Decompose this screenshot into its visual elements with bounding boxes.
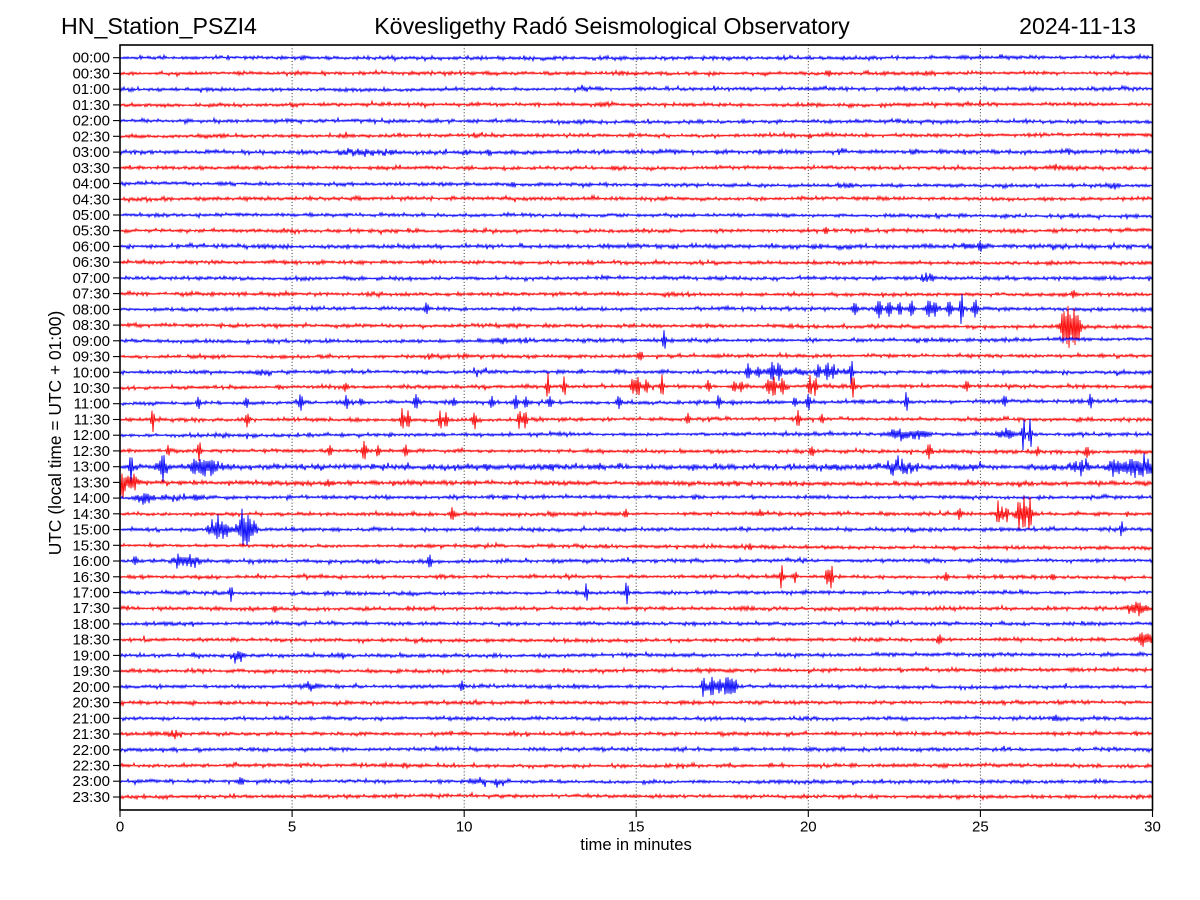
svg-text:10:30: 10:30 (72, 380, 110, 397)
svg-text:10: 10 (456, 819, 473, 836)
svg-text:11:00: 11:00 (74, 396, 110, 413)
svg-text:13:00: 13:00 (72, 459, 110, 476)
svg-text:25: 25 (972, 819, 989, 836)
svg-text:20:30: 20:30 (72, 695, 110, 712)
svg-text:09:30: 09:30 (72, 349, 110, 366)
svg-text:00:00: 00:00 (72, 50, 110, 67)
svg-text:06:00: 06:00 (72, 238, 110, 255)
svg-text:15: 15 (628, 819, 645, 836)
svg-text:16:30: 16:30 (72, 569, 110, 586)
svg-text:07:30: 07:30 (72, 286, 110, 303)
svg-text:23:00: 23:00 (72, 773, 110, 790)
svg-text:14:30: 14:30 (72, 506, 110, 523)
svg-text:01:30: 01:30 (72, 97, 110, 114)
svg-text:12:30: 12:30 (72, 443, 110, 460)
svg-text:04:00: 04:00 (72, 176, 110, 193)
svg-text:22:30: 22:30 (72, 758, 110, 775)
svg-text:19:00: 19:00 (72, 647, 110, 664)
svg-text:20:00: 20:00 (72, 679, 110, 696)
svg-text:Kövesligethy Radó Seismologica: Kövesligethy Radó Seismological Observat… (374, 13, 850, 39)
svg-text:UTC (local time = UTC + 01:00): UTC (local time = UTC + 01:00) (45, 311, 65, 556)
svg-text:18:00: 18:00 (72, 616, 110, 633)
svg-text:01:00: 01:00 (72, 81, 110, 98)
svg-text:19:30: 19:30 (72, 663, 110, 680)
svg-text:06:30: 06:30 (72, 254, 110, 271)
svg-text:14:00: 14:00 (72, 490, 110, 507)
svg-text:30: 30 (1144, 819, 1161, 836)
svg-text:13:30: 13:30 (72, 474, 110, 491)
svg-text:03:30: 03:30 (72, 160, 110, 177)
svg-text:17:00: 17:00 (72, 585, 110, 602)
svg-text:07:00: 07:00 (72, 270, 110, 287)
svg-text:00:30: 00:30 (72, 65, 110, 82)
svg-text:02:00: 02:00 (72, 113, 110, 130)
svg-text:2024-11-13: 2024-11-13 (1019, 13, 1136, 39)
svg-text:05:30: 05:30 (72, 223, 110, 240)
svg-text:time in minutes: time in minutes (580, 835, 692, 854)
svg-text:18:30: 18:30 (72, 632, 110, 649)
svg-text:21:30: 21:30 (72, 726, 110, 743)
svg-text:04:30: 04:30 (72, 191, 110, 208)
svg-text:21:00: 21:00 (72, 710, 110, 727)
svg-text:16:00: 16:00 (72, 553, 110, 570)
svg-text:12:00: 12:00 (72, 427, 110, 444)
svg-text:03:00: 03:00 (72, 144, 110, 161)
svg-text:0: 0 (116, 819, 124, 836)
svg-text:02:30: 02:30 (72, 128, 110, 145)
svg-text:23:30: 23:30 (72, 789, 110, 806)
svg-text:5: 5 (288, 819, 296, 836)
svg-text:08:00: 08:00 (72, 301, 110, 318)
svg-text:09:00: 09:00 (72, 333, 110, 350)
svg-text:20: 20 (800, 819, 817, 836)
svg-text:05:00: 05:00 (72, 207, 110, 224)
svg-text:10:00: 10:00 (72, 364, 110, 381)
svg-text:HN_Station_PSZI4: HN_Station_PSZI4 (61, 13, 257, 39)
svg-text:15:00: 15:00 (72, 522, 110, 539)
svg-text:11:30: 11:30 (74, 412, 110, 429)
svg-text:17:30: 17:30 (72, 600, 110, 617)
svg-text:15:30: 15:30 (72, 537, 110, 554)
svg-text:22:00: 22:00 (72, 742, 110, 759)
svg-text:08:30: 08:30 (72, 317, 110, 334)
